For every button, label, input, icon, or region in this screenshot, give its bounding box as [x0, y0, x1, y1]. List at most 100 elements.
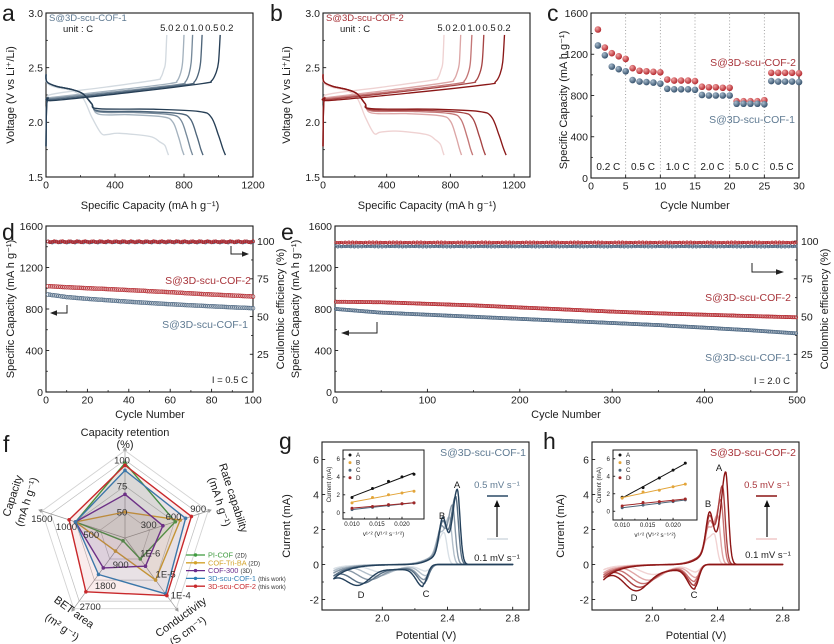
ce-point [382, 244, 386, 248]
ce-point [114, 239, 119, 244]
ce-point [552, 244, 556, 248]
x-axis-label: Cycle Number [531, 409, 601, 421]
ce-point [178, 240, 183, 245]
ce-point [226, 239, 231, 244]
peak-label-b: B [705, 499, 711, 510]
ce-point [766, 240, 770, 244]
ce-point [744, 241, 748, 245]
ce-point [160, 239, 164, 244]
ce-point [371, 244, 375, 248]
ce-point [724, 244, 728, 248]
radar-tick-label: 500 [83, 530, 99, 541]
plot-area: 0 5 10 15 20 25 30 0 400 800 1200 1600 0.2 C 0.5 C 1.0… [565, 8, 805, 193]
radar-area: 50 75 100 300 600 900 1E-6 1E-5 1E-4 900 1800 2700 5… [31, 446, 212, 613]
x-tick-label: 0 [43, 180, 49, 192]
legend: PI-COF (2D)COF-Tri-BA (2D)COF-300 (3D)3D… [186, 551, 286, 591]
ce-point [386, 244, 390, 248]
discharge-curve-0.2 [45, 74, 227, 156]
panel-d: d Specific Capacity (mA h g⁻¹) Coulombic… [2, 219, 287, 421]
y-tick-label: 3.0 [305, 8, 320, 20]
ce-point [151, 239, 156, 244]
ce-point [450, 241, 454, 245]
x-tick-label: 2.0 [375, 613, 390, 625]
ce-series-S@3D-scu-COF-2 [46, 239, 255, 245]
ce-point [720, 244, 724, 248]
ce-point [617, 244, 621, 248]
ce-point [434, 244, 438, 248]
ce-point [448, 241, 453, 245]
x-tick-label: 2.8 [505, 613, 520, 625]
data-point [781, 78, 789, 85]
x-tick-label: 300 [603, 395, 621, 407]
ce-point [428, 245, 432, 249]
x-tick-label: 1200 [241, 180, 265, 192]
rate-label: 1.0 [467, 23, 480, 34]
data-point [643, 67, 650, 75]
inset-legend-label: A [356, 452, 361, 459]
ce-point [752, 245, 756, 249]
radar-vertex [165, 593, 169, 598]
inset-legend-marker [618, 461, 622, 465]
legend-series-note: (3D) [240, 569, 252, 575]
ce-point [339, 245, 344, 249]
ce-line [335, 244, 797, 249]
y-tick-label: 1600 [565, 8, 589, 20]
ce-point [522, 244, 526, 248]
charge-curve-0.2 [45, 34, 221, 147]
ce-point [149, 239, 154, 244]
inset-legend-label: A [626, 452, 631, 459]
radar-series-3D-scu-COF-2 [67, 463, 194, 598]
ce-point [607, 244, 611, 248]
legend-series-name: COF-300 [208, 566, 240, 575]
inset-legend-label: C [626, 467, 631, 474]
ce-point [432, 244, 436, 249]
ce-point [744, 244, 748, 248]
ce-point [71, 240, 75, 245]
inset-data-point [641, 490, 645, 494]
ce-point [452, 240, 456, 244]
ce-point [787, 241, 791, 245]
ce-point [535, 240, 539, 244]
ce-point [472, 241, 477, 245]
radar-vertex [84, 590, 88, 594]
ce-point [413, 244, 417, 249]
ce-point [195, 240, 199, 244]
ce-point [120, 239, 125, 244]
y-tick-label: 4 [583, 489, 589, 501]
ce-point [772, 244, 776, 248]
ce-point [209, 240, 214, 245]
inset-data-point [412, 501, 416, 505]
ce-point [85, 240, 90, 244]
ce-point [654, 240, 658, 245]
ce-point [180, 239, 185, 244]
curves [321, 34, 507, 156]
discharge-curve-0.2 [322, 74, 507, 156]
radar-spoke [124, 510, 209, 539]
ce-point [465, 241, 469, 245]
x-tick-label: 100 [244, 395, 262, 407]
radar-vertex [138, 557, 143, 561]
x-tick-label: 5 [623, 181, 629, 193]
y-tick-label: 0 [583, 559, 589, 571]
ce-point [174, 239, 179, 244]
radar-grid-ring [50, 459, 200, 602]
data-point [643, 78, 650, 86]
panel-a: a Voltage (V vs Li⁺/Li) Specific Capacit… [2, 0, 265, 212]
ce-point [234, 239, 239, 244]
inset-fit-line [622, 499, 686, 509]
x-axis-label: Specific Capacity (mA h g⁻¹) [358, 200, 496, 212]
ce-point [790, 245, 794, 249]
inset-x-axis-label: v¹ᐟ² (V¹ᐟ² s⁻¹ᐟ²) [634, 532, 675, 539]
ce-point [539, 244, 543, 248]
x-tick-label: 40 [123, 395, 135, 407]
ce-point [506, 245, 510, 249]
sample-label: S@3D-scu-COF-1 [49, 13, 127, 24]
ce-point [583, 240, 587, 245]
ce-point [421, 241, 425, 245]
ce-point [654, 245, 658, 249]
discharge-curve-5.0 [45, 74, 170, 156]
peak-label-c: C [423, 589, 430, 600]
legend-series-note: (this work) [258, 577, 286, 583]
data-point [788, 69, 796, 77]
